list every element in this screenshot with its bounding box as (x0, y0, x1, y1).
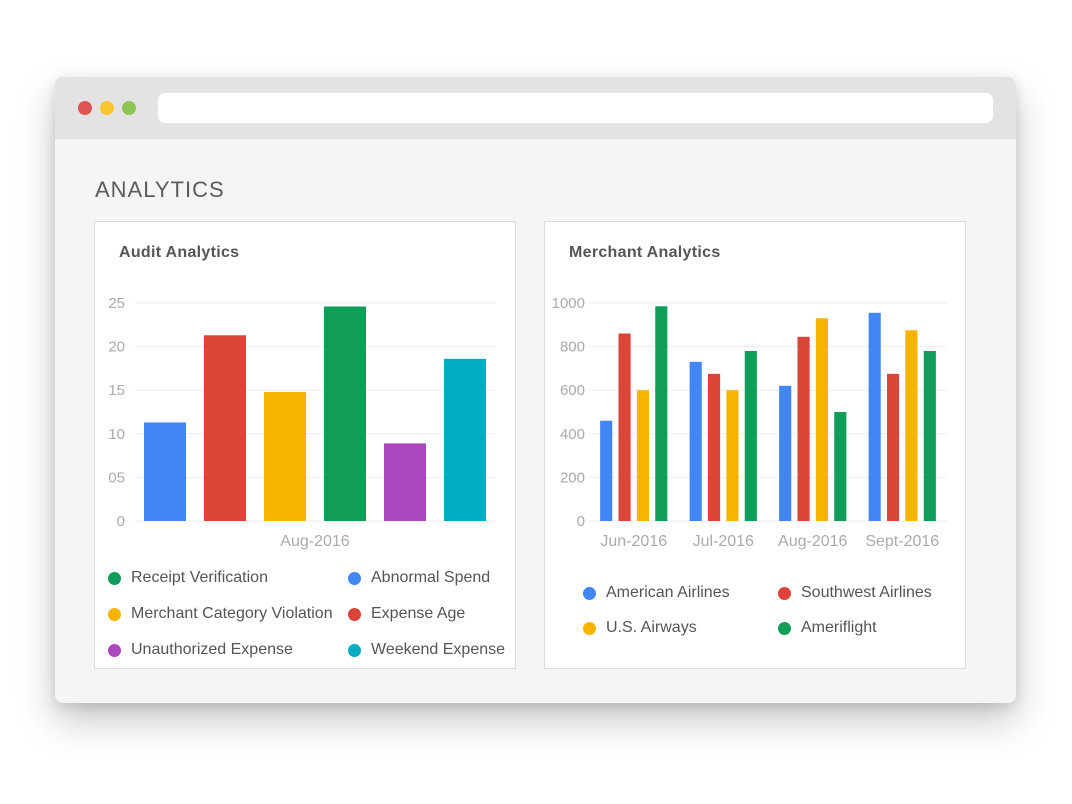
bar-american-airlines-jun-2016[interactable] (600, 420, 613, 521)
legend-item-american-airlines[interactable]: American Airlines (583, 584, 730, 602)
y-tick-label: 400 (560, 426, 585, 443)
legend-label: American Airlines (606, 584, 730, 601)
legend-label: Southwest Airlines (801, 584, 932, 601)
legend-item-abnormal-spend[interactable]: Abnormal Spend (348, 569, 490, 587)
legend-item-merchant-category-violation[interactable]: Merchant Category Violation (108, 605, 333, 623)
bar-u-s-airways-aug-2016[interactable] (815, 318, 829, 521)
bar-ameriflight-sept-2016[interactable] (923, 350, 936, 521)
x-tick-label: Jun-2016 (600, 533, 667, 550)
bar-abnormal-spend-aug-2016[interactable] (144, 422, 186, 521)
address-bar[interactable] (158, 93, 993, 123)
browser-titlebar (55, 77, 1016, 139)
legend-swatch (108, 571, 121, 585)
y-tick-label: 1000 (552, 295, 585, 312)
bar-southwest-airlines-jul-2016[interactable] (707, 373, 721, 521)
bar-southwest-airlines-aug-2016[interactable] (797, 336, 810, 521)
y-tick-label: 10 (108, 426, 125, 443)
page-title: ANALYTICS (95, 177, 225, 202)
legend-label: Receipt Verification (131, 569, 268, 586)
legend-swatch (108, 607, 121, 621)
y-tick-label: 0 (117, 513, 125, 530)
legend-swatch (778, 586, 791, 600)
bar-u-s-airways-jul-2016[interactable] (726, 390, 739, 521)
legend-label: Ameriflight (801, 619, 877, 636)
legend-item-receipt-verification[interactable]: Receipt Verification (108, 569, 268, 587)
bar-american-airlines-aug-2016[interactable] (779, 385, 792, 521)
y-tick-label: 25 (108, 295, 125, 312)
bar-american-airlines-jul-2016[interactable] (689, 361, 702, 521)
bar-southwest-airlines-jun-2016[interactable] (618, 333, 631, 521)
y-tick-label: 15 (108, 382, 125, 399)
y-tick-label: 600 (560, 382, 585, 399)
legend-item-expense-age[interactable]: Expense Age (348, 605, 465, 623)
audit-analytics-title: Audit Analytics (119, 244, 240, 261)
maximize-window-button[interactable] (122, 101, 136, 115)
legend-swatch (348, 643, 361, 657)
merchant-analytics-chart: 0 200 400 600 800 1000 Jun-2016 Jul-2016 Aug-201… (552, 295, 947, 550)
legend-swatch (583, 586, 596, 600)
bar-southwest-airlines-sept-2016[interactable] (886, 373, 900, 521)
legend-label: Weekend Expense (371, 641, 506, 658)
legend-label: Expense Age (371, 605, 466, 622)
legend-item-southwest-airlines[interactable]: Southwest Airlines (778, 584, 932, 602)
audit-analytics-chart: 0 05 10 15 20 25 Aug-2016 (108, 295, 495, 550)
legend-swatch (348, 607, 361, 621)
bar-merchant-category-violation-aug-2016[interactable] (264, 391, 306, 521)
x-tick-label: Sept-2016 (865, 533, 939, 550)
bar-receipt-verification-aug-2016[interactable] (324, 306, 366, 521)
legend-swatch (583, 621, 596, 635)
legend-swatch (348, 571, 361, 585)
bar-ameriflight-jun-2016[interactable] (655, 306, 668, 521)
bar-ameriflight-aug-2016[interactable] (834, 412, 847, 521)
merchant-analytics-card: Merchant Analytics 0 200 400 600 800 1000 Jun-… (544, 221, 966, 669)
y-tick-label: 20 (108, 339, 125, 356)
legend-swatch (778, 621, 791, 635)
merchant-analytics-title: Merchant Analytics (569, 244, 721, 261)
bar-expense-age-aug-2016[interactable] (204, 335, 246, 521)
y-tick-label: 0 (577, 513, 585, 530)
minimize-window-button[interactable] (100, 101, 114, 115)
legend-label: Unauthorized Expense (131, 641, 293, 658)
bar-u-s-airways-sept-2016[interactable] (905, 330, 918, 521)
legend-label: Abnormal Spend (371, 569, 491, 586)
x-tick-label: Aug-2016 (280, 533, 349, 550)
legend-item-weekend-expense[interactable]: Weekend Expense (348, 641, 505, 659)
legend-item-u-s-airways[interactable]: U.S. Airways (583, 619, 697, 637)
legend-label: Merchant Category Violation (131, 605, 333, 622)
legend-label: U.S. Airways (606, 619, 697, 636)
audit-analytics-card: Audit Analytics 0 05 10 15 20 25 Aug-2016 Rece… (94, 221, 516, 669)
bar-unauthorized-expense-aug-2016[interactable] (384, 443, 426, 521)
y-tick-label: 200 (560, 469, 585, 486)
bar-u-s-airways-jun-2016[interactable] (636, 390, 650, 521)
legend-item-ameriflight[interactable]: Ameriflight (778, 619, 877, 637)
x-tick-label: Aug-2016 (778, 533, 847, 550)
browser-window: ANALYTICS Audit Analytics 0 05 10 15 20 25 Aug… (55, 77, 1016, 703)
bar-ameriflight-jul-2016[interactable] (744, 350, 757, 521)
bar-weekend-expense-aug-2016[interactable] (444, 358, 486, 521)
legend-item-unauthorized-expense[interactable]: Unauthorized Expense (108, 641, 293, 659)
y-tick-label: 05 (108, 469, 125, 486)
bar-american-airlines-sept-2016[interactable] (868, 312, 881, 521)
y-tick-label: 800 (560, 339, 585, 356)
x-tick-label: Jul-2016 (693, 533, 754, 550)
legend-swatch (108, 643, 121, 657)
close-window-button[interactable] (78, 101, 92, 115)
